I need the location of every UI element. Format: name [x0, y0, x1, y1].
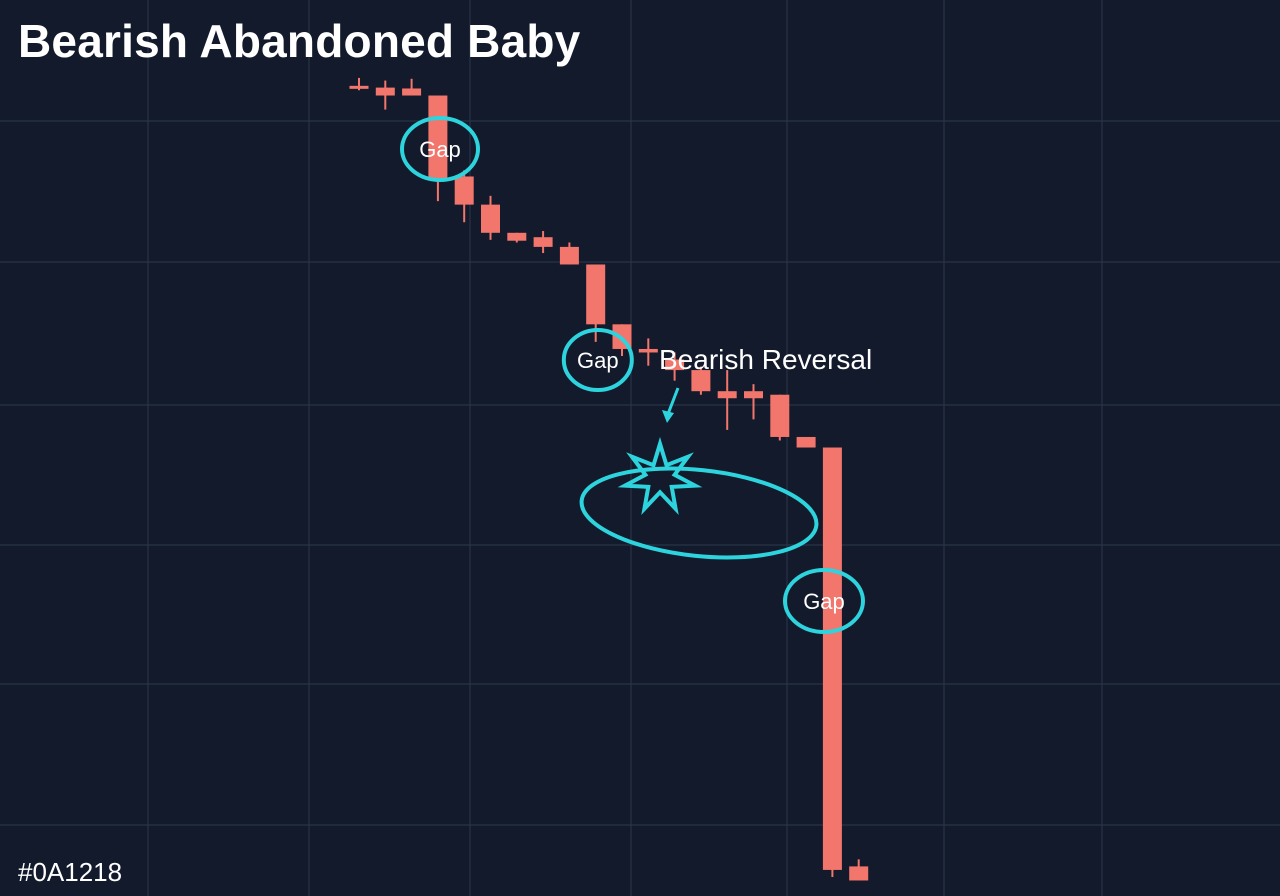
candle-body	[717, 391, 737, 399]
candle-body	[665, 359, 685, 371]
candle-body	[481, 204, 500, 233]
candle-body	[822, 447, 842, 870]
candle-body	[796, 436, 816, 448]
callout-arrow-head	[662, 410, 674, 423]
color-code-label: #0A1218	[18, 857, 123, 887]
candle-body	[454, 176, 474, 205]
gap-circle	[400, 116, 481, 182]
candle-body	[770, 394, 790, 437]
candle-body	[559, 246, 579, 265]
gap-circle	[561, 328, 634, 392]
candle-body	[375, 87, 395, 96]
candle-body	[402, 88, 422, 96]
gap-circle	[782, 568, 865, 634]
candle-body	[586, 264, 606, 325]
candle-body	[507, 232, 527, 241]
reversal-label: Bearish Reversal	[659, 344, 872, 375]
candle-body	[638, 348, 658, 353]
gap-label: Gap	[419, 137, 461, 162]
starburst-icon	[617, 436, 703, 516]
candle-body	[691, 370, 711, 392]
callout-arrow-shaft	[666, 387, 680, 415]
candle-body	[849, 866, 869, 881]
candle-body	[349, 85, 369, 89]
candle-body	[744, 391, 763, 399]
gap-label: Gap	[577, 348, 619, 373]
candle-body	[533, 237, 553, 247]
reversal-ellipse	[579, 466, 819, 560]
gap-label: Gap	[803, 589, 845, 614]
chart-title: Bearish Abandoned Baby	[18, 15, 581, 67]
